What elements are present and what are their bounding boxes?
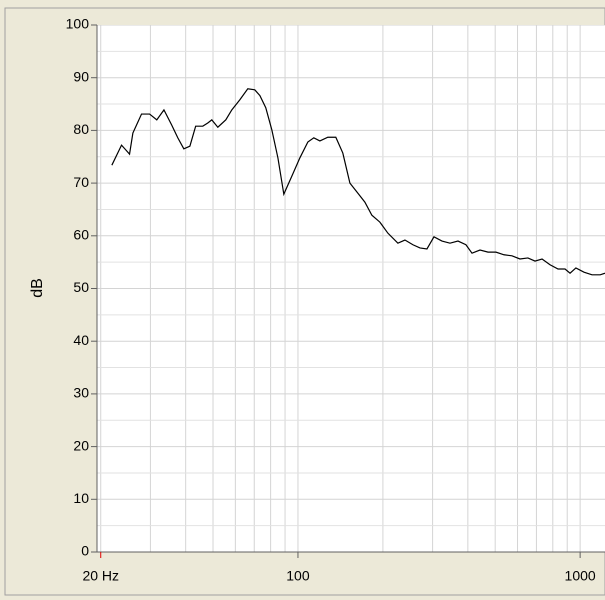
y-tick-label: 70 — [73, 174, 89, 190]
axes: 0 10 20 30 40 50 60 70 80 90 100 20 Hz 100 1000 — [66, 16, 605, 584]
y-tick-label: 30 — [73, 385, 89, 401]
x-tick-label: 20 Hz — [82, 568, 119, 584]
x-tick-label: 100 — [286, 568, 310, 584]
marks — [111, 88, 605, 276]
y-tick-label: 80 — [73, 121, 89, 137]
x-tick-label: 1000 — [565, 568, 596, 584]
y-tick-label: 40 — [73, 332, 89, 348]
y-tick-label: 60 — [73, 227, 89, 243]
y-tick-label: 10 — [73, 490, 89, 506]
y-axis-label: dB — [29, 278, 46, 298]
y-tick-label: 100 — [66, 16, 90, 32]
frame — [4, 7, 605, 596]
y-tick-label: 20 — [73, 437, 89, 453]
data-line — [111, 88, 605, 276]
grid — [97, 25, 605, 552]
y-tick-label: 90 — [73, 68, 89, 84]
y-tick-label: 50 — [73, 279, 89, 295]
y-tick-label: 0 — [81, 543, 89, 559]
